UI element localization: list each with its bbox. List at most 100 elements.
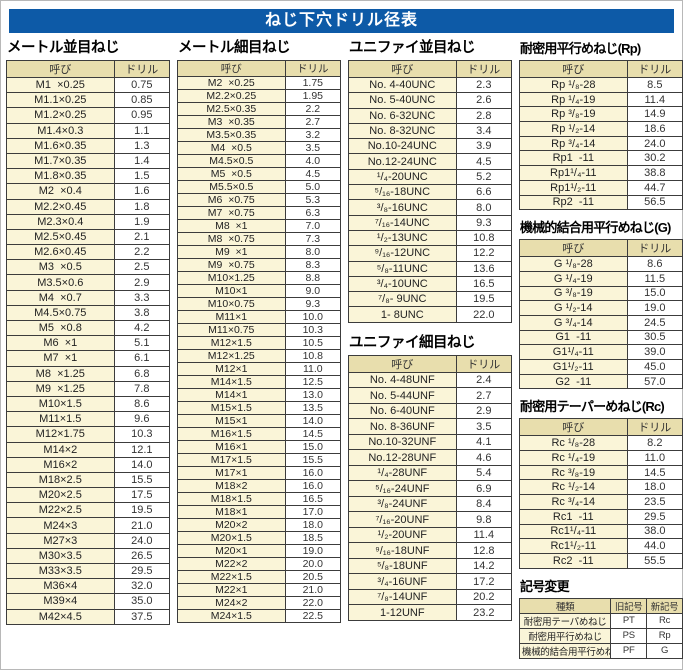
- drill-value-cell: 30.2: [626, 150, 683, 167]
- drill-value-cell: PT: [610, 612, 648, 629]
- column-header: ドリル: [626, 239, 683, 258]
- drill-table: 種類 旧記号 新記号 耐密用テーパめねじ PT Rc 耐密用平行めねじ PS Rp 機械的結合用平…: [518, 597, 683, 659]
- thread-name-cell: M8 ×1: [177, 219, 286, 233]
- drill-value-cell: 3.9: [455, 138, 513, 155]
- drill-value-cell: 9.0: [284, 284, 342, 298]
- drill-value-cell: 2.3: [455, 76, 513, 94]
- table-row: M15×1 14.0: [177, 414, 342, 428]
- thread-name-cell: ³/₄-10UNC: [348, 275, 457, 293]
- column-header: ドリル: [455, 354, 513, 373]
- thread-name-cell: M36×4: [6, 578, 115, 595]
- table-row: G1 -11 30.5: [519, 329, 683, 346]
- drill-value-cell: 55.5: [626, 552, 683, 569]
- drill-value-cell: 11.0: [626, 450, 683, 466]
- table-row: No. 6-32UNC 2.8: [348, 107, 513, 124]
- thread-name-cell: No. 6-32UNC: [348, 107, 457, 124]
- thread-name-cell: M16×2: [6, 456, 115, 473]
- thread-name-cell: Rp ³/₄-14: [519, 135, 628, 152]
- thread-name-cell: G2 -11: [519, 373, 628, 390]
- drill-value-cell: 3.3: [113, 289, 171, 306]
- drill-value-cell: 1.95: [284, 89, 342, 103]
- thread-name-cell: Rp2 -11: [519, 194, 628, 211]
- table-row: M42×4.5 37.5: [6, 608, 171, 625]
- drill-value-cell: 29.5: [626, 508, 683, 525]
- table-row: M11×1.5 9.6: [6, 411, 171, 428]
- table-row: ⁵/₈-18UNF 14.2: [348, 557, 513, 575]
- thread-name-cell: M33×3.5: [6, 562, 115, 580]
- table-row: M1.8×0.35 1.5: [6, 168, 171, 185]
- thread-name-cell: M1.1×0.25: [6, 92, 115, 109]
- thread-name-cell: M4 ×0.5: [177, 141, 286, 155]
- table-row: Rc1¹/₂-11 44.0: [519, 538, 683, 554]
- thread-name-cell: M17×1: [177, 466, 286, 480]
- rp-table: 呼び ドリル Rp ¹/₈-28 8.5 Rp ¹/₄-19 11.4 Rp ³/₈-19 1…: [519, 60, 683, 211]
- drill-value-cell: 6.1: [113, 350, 171, 367]
- table-row: M36×4 32.0: [6, 578, 171, 595]
- table-row: No. 8-32UNC 3.4: [348, 122, 513, 140]
- thread-name-cell: G ¹/₄-19: [519, 270, 628, 287]
- drill-value-cell: 10.5: [284, 336, 342, 350]
- section-heading-rc: 耐密用テーパーめねじ(Rc): [520, 399, 665, 415]
- drill-value-cell: 14.5: [626, 464, 683, 481]
- drill-value-cell: 14.2: [455, 557, 513, 575]
- section-symbol-change: 記号変更 種類 旧記号 新記号 耐密用テーパめねじ PT Rc 耐密用平行めねじ PS Rp 機械…: [518, 578, 683, 659]
- table-row: M22×2 20.0: [177, 557, 342, 571]
- thread-name-cell: Rc ³/₄-14: [519, 494, 628, 510]
- column-header: ドリル: [626, 418, 683, 437]
- table-row: Rc ¹/₈-28 8.2: [519, 435, 683, 452]
- table-row: M24×2 22.0: [177, 596, 342, 610]
- thread-name-cell: M20×2.5: [6, 487, 115, 504]
- drill-value-cell: 56.5: [626, 194, 683, 211]
- drill-value-cell: 11.5: [626, 270, 683, 287]
- column-metric-coarse: メートル並目ねじ 呼び ドリル M1 ×0.25 0.75 M1.1×0.25 0.85 M…: [6, 40, 171, 659]
- drill-value-cell: 8.5: [626, 77, 683, 93]
- drill-value-cell: 4.6: [455, 449, 513, 466]
- table-row: M2.2×0.25 1.95: [177, 89, 342, 103]
- drill-value-cell: 4.5: [455, 153, 513, 170]
- drill-value-cell: 14.9: [626, 106, 683, 123]
- thread-name-cell: G ¹/₂-14: [519, 300, 628, 316]
- drill-value-cell: 20.2: [455, 588, 513, 606]
- table-row: ³/₈-24UNF 8.4: [348, 495, 513, 513]
- thread-name-cell: M3 ×0.35: [177, 115, 286, 129]
- thread-name-cell: M5 ×0.5: [177, 167, 286, 181]
- drill-value-cell: 11.0: [284, 362, 342, 376]
- thread-name-cell: G ³/₄-14: [519, 314, 628, 331]
- thread-name-cell: M14×1.5: [177, 375, 286, 389]
- section-heading-unified-coarse: ユニファイ並目ねじ: [349, 40, 476, 56]
- table-row: ³/₄-16UNF 17.2: [348, 573, 513, 590]
- drill-value-cell: 1.3: [113, 137, 171, 154]
- thread-name-cell: M3.5×0.35: [177, 128, 286, 142]
- table-row: M8 ×1.25 6.8: [6, 365, 171, 382]
- thread-name-cell: M2 ×0.25: [177, 76, 286, 90]
- table-row: M30×3.5 26.5: [6, 547, 171, 565]
- thread-name-cell: ⁵/₈-11UNC: [348, 260, 457, 277]
- thread-name-cell: M8 ×0.75: [177, 232, 286, 246]
- drill-value-cell: 12.1: [113, 441, 171, 458]
- drill-value-cell: 2.9: [113, 274, 171, 291]
- thread-name-cell: Rc ³/₈-19: [519, 464, 628, 481]
- table-row: G1¹/₄-11 39.0: [519, 344, 683, 360]
- section-heading-symbol-change: 記号変更: [520, 578, 570, 594]
- thread-name-cell: M24×1.5: [177, 609, 286, 623]
- table-row: ⁷/₈- 9UNC 19.5: [348, 291, 513, 308]
- drill-value-cell: 7.8: [113, 380, 171, 397]
- column-header: 呼び: [6, 60, 115, 78]
- table-row: M16×1.5 14.5: [177, 427, 342, 441]
- drill-value-cell: 15.0: [284, 440, 342, 454]
- thread-name-cell: M18×2.5: [6, 471, 115, 489]
- thread-name-cell: 耐密用平行めねじ: [518, 627, 612, 644]
- thread-name-cell: No. 5-40UNC: [348, 92, 457, 109]
- drill-value-cell: 35.0: [113, 593, 171, 610]
- table-row: M5 ×0.5 4.5: [177, 167, 342, 181]
- table-row: M1 ×0.25 0.75: [6, 76, 171, 94]
- thread-name-cell: G ³/₈-19: [519, 285, 628, 302]
- drill-value-cell: 15.5: [113, 471, 171, 489]
- drill-value-cell: 17.0: [284, 505, 342, 519]
- drill-value-cell: 8.6: [113, 395, 171, 413]
- drill-value-cell: 5.1: [113, 335, 171, 352]
- table-row: M5.5×0.5 5.0: [177, 180, 342, 194]
- thread-name-cell: M16×1: [177, 440, 286, 454]
- thread-name-cell: Rp ¹/₂-14: [519, 121, 628, 137]
- drill-value-cell: 0.85: [113, 92, 171, 109]
